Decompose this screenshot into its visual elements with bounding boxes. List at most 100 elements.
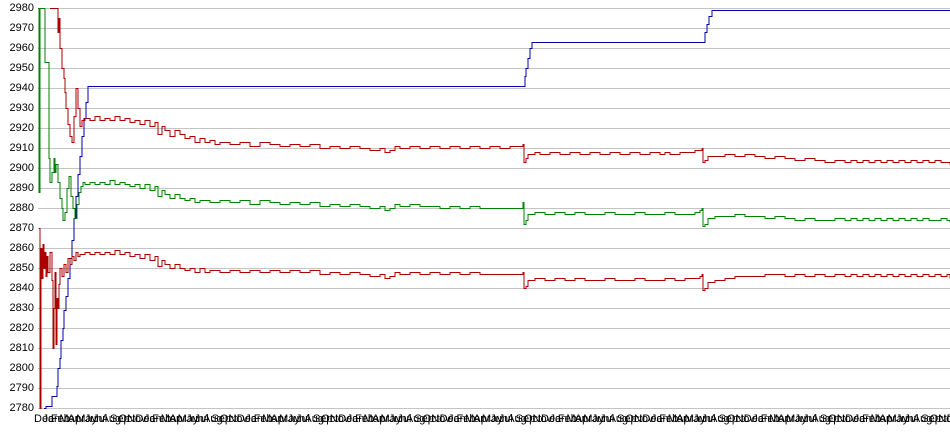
y-axis-tick-label: 2830 [9, 302, 34, 314]
x-axis-tick-label: Jan [853, 413, 872, 425]
x-axis-tick-label: May [786, 413, 807, 425]
x-axis-tick-label: Jan [143, 413, 162, 425]
x-axis-tick-label: May [380, 413, 402, 425]
x-axis-tick-label: May [76, 413, 98, 425]
x-axis-tick-label: May [887, 413, 909, 425]
x-axis-tick-label: Jan [42, 413, 61, 425]
x-axis-tick-label: Oct [422, 413, 440, 425]
x-axis-tick-label: Jan [650, 413, 669, 425]
x-axis-tick-label: Feb [659, 413, 679, 425]
x-axis-tick-label: Feb [456, 413, 476, 425]
x-axis-tick-label: Feb [253, 413, 273, 425]
x-axis-tick-label: Mar [59, 413, 79, 425]
x-axis-tick-label: Nov [735, 413, 755, 425]
y-axis-tick-label: 2850 [9, 262, 34, 274]
green-mid-series [38, 7, 950, 228]
x-axis-tick-label: Mar [464, 413, 484, 425]
blue-step-series [44, 9, 950, 409]
x-axis-tick-label: Jun [186, 413, 204, 425]
x-axis-tick-label: Nov [431, 413, 451, 425]
y-axis-tick-label: 2810 [9, 342, 34, 354]
x-axis-tick-label: Sep [718, 413, 739, 425]
x-axis-tick-label: Mar [566, 413, 586, 425]
x-axis-tick-label: May [279, 413, 300, 425]
x-axis-tick-label: Dec [947, 412, 950, 426]
x-axis-tick-label: Nov [228, 413, 248, 425]
y-axis-tick-label: 2980 [9, 2, 34, 14]
y-axis-tick-label: 2960 [9, 42, 34, 54]
x-axis-tick-label: Feb [50, 413, 70, 425]
x-axis-tick-label: Feb [862, 413, 882, 425]
x-axis-tick-label: Sep [312, 413, 333, 425]
x-axis-tick-label: Jun [794, 413, 813, 425]
x-axis-tick-label: Oct [929, 413, 947, 425]
x-axis-tick-label: Aug [405, 413, 426, 425]
y-axis-tick-label: 2780 [9, 402, 34, 414]
x-axis-tick-label: Oct [118, 413, 136, 425]
x-axis-tick-label: Jan [245, 413, 263, 425]
x-axis-tick-label: Nov [329, 413, 350, 425]
x-axis-tick-label: Aug [304, 413, 324, 425]
x-axis-tick-label: Jun [490, 413, 509, 425]
x-axis-tick-label: Jan [346, 413, 365, 425]
y-axis-tick-label: 2800 [9, 362, 34, 374]
x-axis-tick-label: Aug [507, 413, 527, 425]
x-axis-tick-label: Aug [710, 413, 730, 425]
x-axis-tick-label: Mar [262, 413, 282, 425]
x-axis-tick-label: Sep [414, 413, 434, 425]
x-axis-tick-label: Jun [591, 413, 610, 425]
x-axis-tick-label: Apr [270, 413, 288, 425]
x-axis-tick-label: Apr [67, 413, 85, 425]
x-axis-tick-label: May [684, 413, 706, 425]
x-axis-tick-label: Jul [600, 413, 615, 425]
x-axis-tick-label: Sep [921, 413, 941, 425]
x-axis-tick-label: Nov [633, 413, 654, 425]
x-axis-tick-label: Nov [836, 413, 857, 425]
x-axis-tick-label: Aug [811, 413, 831, 425]
x-axis-tick-label: Oct [828, 413, 846, 425]
x-axis-tick-label: Feb [557, 413, 577, 425]
gridlines [38, 8, 950, 409]
x-axis-tick-label: Aug [608, 413, 629, 425]
x-axis-tick-label: May [177, 413, 199, 425]
y-axis-tick-label: 2910 [9, 142, 34, 154]
x-axis-tick-label: Aug [101, 413, 122, 425]
x-axis-tick-label: Oct [524, 413, 542, 425]
x-axis-tick-label: Mar [667, 413, 687, 425]
x-axis-tick-label: Jul [194, 413, 209, 425]
y-axis-tick-label: 2950 [9, 62, 34, 74]
x-axis-tick-label: May [583, 413, 605, 425]
y-axis-tick-label: 2890 [9, 182, 34, 194]
y-axis-tick-label: 2940 [9, 82, 34, 94]
x-axis-tick-label: Dec [236, 413, 257, 425]
y-axis-tick-label: 2870 [9, 222, 34, 234]
x-axis-tick-label: Jun [287, 413, 306, 425]
y-axis-tick-label: 2900 [9, 162, 34, 174]
y-axis-tick-label: 2840 [9, 282, 34, 294]
x-axis-tick-label: Sep [819, 413, 840, 425]
x-axis-tick-label: Dec [135, 413, 155, 425]
x-axis-tick-label: Sep [617, 413, 637, 425]
x-axis-tick-label: Feb [152, 413, 172, 425]
x-axis-tick-label: Aug [203, 413, 223, 425]
x-axis-tick-label: Apr [473, 413, 491, 425]
x-axis-tick-label: Dec [34, 413, 54, 425]
x-axis-tick-label: Mar [769, 413, 789, 425]
x-axis-tick-label: Oct [625, 413, 643, 425]
x-axis-tick-label: Dec [338, 413, 358, 425]
lower-red-series [39, 227, 950, 409]
x-axis-tick-label: Apr [777, 413, 795, 425]
x-axis-tick-label: Mar [870, 413, 890, 425]
x-axis-tick-label: May [481, 413, 503, 425]
x-axis-tick-label: Nov [126, 413, 147, 425]
x-axis-tick-label: Dec [642, 413, 662, 425]
x-axis-tick-label: Sep [211, 413, 232, 425]
x-axis-tick-label: Jan [752, 413, 770, 425]
x-axis-tick-label: Nov [532, 413, 553, 425]
y-axis-tick-label: 2880 [9, 202, 34, 214]
x-axis-tick-label: Oct [219, 413, 238, 425]
x-axis-tick-label: Sep [110, 413, 130, 425]
y-axis-tick-label: 2930 [9, 102, 34, 114]
x-axis: Dec Jan Feb Mar Apr May Jun Jul Aug Sep Oct Nov Dec J… [0, 411, 950, 429]
